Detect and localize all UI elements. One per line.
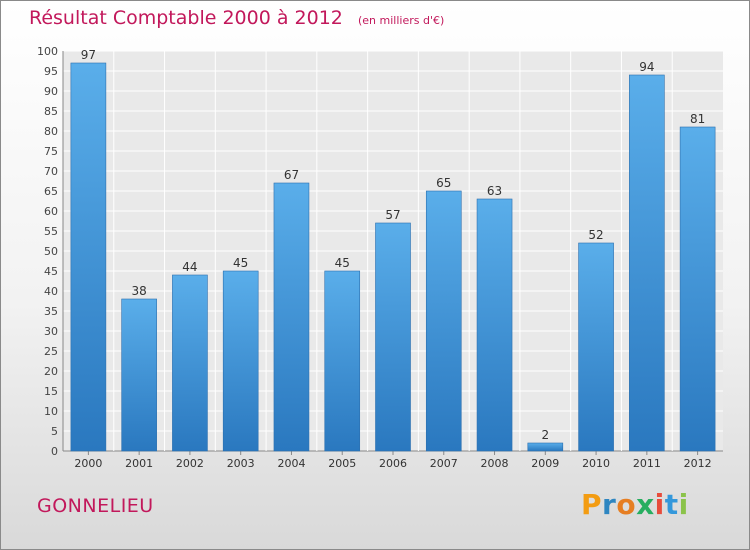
- y-tick-label: 30: [44, 325, 58, 338]
- y-tick-label: 50: [44, 245, 58, 258]
- proxiti-logo: Proxiti: [581, 488, 689, 521]
- y-tick-label: 100: [37, 45, 58, 58]
- x-tick-label: 2011: [633, 457, 661, 470]
- y-tick-label: 15: [44, 385, 58, 398]
- y-tick-label: 10: [44, 405, 58, 418]
- bar-value-label: 65: [436, 176, 451, 190]
- bar-value-label: 63: [487, 184, 502, 198]
- bar-2011: [629, 74, 665, 452]
- bar-value-label: 52: [588, 228, 603, 242]
- y-tick-label: 80: [44, 125, 58, 138]
- commune-name: GONNELIEU: [37, 495, 154, 517]
- logo-letter: i: [654, 488, 665, 521]
- bar-value-label: 94: [639, 60, 654, 74]
- y-tick-label: 0: [51, 445, 58, 458]
- y-tick-label: 60: [44, 205, 58, 218]
- x-tick-label: 2005: [328, 457, 356, 470]
- x-tick-label: 2010: [582, 457, 610, 470]
- bar-2010: [578, 242, 614, 452]
- x-tick-label: 2007: [430, 457, 458, 470]
- x-tick-label: 2002: [176, 457, 204, 470]
- y-tick-label: 65: [44, 185, 58, 198]
- bar-value-label: 44: [182, 260, 197, 274]
- logo-letter: o: [616, 488, 637, 521]
- bar-2006: [375, 222, 411, 452]
- bar-value-label: 97: [81, 48, 96, 62]
- y-tick-label: 45: [44, 265, 58, 278]
- bar-value-label: 45: [335, 256, 350, 270]
- bar-value-label: 67: [284, 168, 299, 182]
- y-tick-label: 85: [44, 105, 58, 118]
- chart-title: Résultat Comptable 2000 à 2012: [29, 7, 343, 29]
- y-tick-label: 90: [44, 85, 58, 98]
- logo-letter: x: [636, 488, 655, 521]
- x-tick-label: 2008: [481, 457, 509, 470]
- x-tick-label: 2009: [531, 457, 559, 470]
- bar-2002: [172, 274, 208, 452]
- logo-letter: P: [581, 488, 603, 521]
- bar-value-label: 57: [385, 208, 400, 222]
- y-tick-label: 70: [44, 165, 58, 178]
- x-tick-label: 2006: [379, 457, 407, 470]
- bar-2005: [324, 270, 361, 452]
- y-tick-label: 20: [44, 365, 58, 378]
- y-tick-label: 95: [44, 65, 58, 78]
- bar-value-label: 38: [132, 284, 147, 298]
- x-tick-label: 2003: [227, 457, 255, 470]
- bar-2008: [476, 198, 513, 452]
- title-row: Résultat Comptable 2000 à 2012 (en milli…: [29, 7, 444, 29]
- bar-chart: 0 5 10 15 20 25 30 35 40 45 50 55 60 65 70 75 80 85 90 95 10…: [37, 45, 723, 470]
- y-tick-label: 5: [51, 425, 58, 438]
- bar-2000: [70, 62, 107, 452]
- y-tick-label: 55: [44, 225, 58, 238]
- y-tick-label: 40: [44, 285, 58, 298]
- bar-2009: [527, 442, 564, 452]
- y-tick-label: 25: [44, 345, 58, 358]
- bar-2004: [273, 182, 310, 452]
- x-tick-label: 2012: [684, 457, 712, 470]
- logo-letter: t: [664, 488, 679, 521]
- x-tick-label: 2000: [74, 457, 102, 470]
- y-tick-label: 35: [44, 305, 58, 318]
- bar-2012: [679, 126, 716, 452]
- x-tick-label: 2004: [277, 457, 305, 470]
- logo-letter: r: [602, 488, 617, 521]
- bar-value-label: 45: [233, 256, 248, 270]
- chart-subtitle: (en milliers d'€): [357, 14, 445, 27]
- bar-value-label: 2: [541, 428, 549, 442]
- bar-value-label: 81: [690, 112, 705, 126]
- y-tick-label: 75: [44, 145, 58, 158]
- x-tick-label: 2001: [125, 457, 153, 470]
- bar-2007: [425, 190, 462, 452]
- logo-letter: i: [678, 488, 689, 521]
- bar-2001: [121, 298, 157, 452]
- bar-2003: [222, 270, 259, 452]
